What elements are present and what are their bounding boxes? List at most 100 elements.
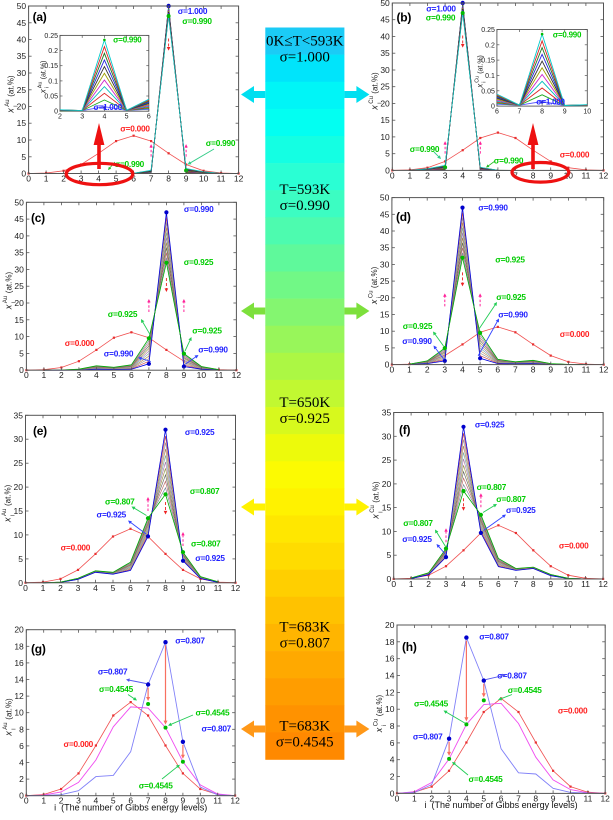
svg-text:20: 20 <box>14 298 24 308</box>
svg-text:40: 40 <box>17 35 27 45</box>
svg-text:0: 0 <box>24 796 29 806</box>
svg-text:15: 15 <box>14 506 24 516</box>
svg-text:σ=0.807: σ=0.807 <box>479 632 509 642</box>
svg-text:σ=0.000: σ=0.000 <box>558 705 588 715</box>
svg-text:7: 7 <box>146 796 151 806</box>
svg-text:25: 25 <box>14 458 24 468</box>
svg-text:5: 5 <box>386 550 391 560</box>
svg-text:i: i <box>377 297 383 298</box>
svg-text:15: 15 <box>14 315 24 325</box>
svg-text:9: 9 <box>548 579 553 589</box>
svg-text:9: 9 <box>551 793 556 803</box>
svg-text:σ=0.990: σ=0.990 <box>498 309 528 319</box>
svg-text:(at.%): (at.%) <box>375 695 384 717</box>
svg-text:σ=0.990: σ=0.990 <box>184 204 214 214</box>
svg-text:20: 20 <box>14 625 24 635</box>
svg-text:30: 30 <box>380 259 390 269</box>
svg-text:σ=0.990: σ=0.990 <box>113 36 142 45</box>
svg-text:3: 3 <box>76 583 81 593</box>
svg-text:12: 12 <box>231 583 241 593</box>
svg-text:11: 11 <box>214 370 223 380</box>
svg-text:10: 10 <box>385 704 395 714</box>
svg-text:(at.%): (at.%) <box>4 484 13 506</box>
svg-text:7: 7 <box>518 109 522 116</box>
svg-text:45: 45 <box>17 18 27 28</box>
svg-text:12: 12 <box>599 170 609 180</box>
svg-text:(c): (c) <box>31 211 45 225</box>
svg-text:9: 9 <box>181 796 186 806</box>
svg-text:12: 12 <box>232 370 242 380</box>
svg-text:Cu: Cu <box>368 290 374 298</box>
svg-text:6: 6 <box>495 109 499 116</box>
svg-text:10: 10 <box>380 132 390 142</box>
svg-text:50: 50 <box>380 193 390 203</box>
svg-text:10: 10 <box>566 793 576 803</box>
svg-text:0: 0 <box>19 365 24 375</box>
svg-text:(d): (d) <box>396 210 411 224</box>
svg-text:15: 15 <box>17 118 27 128</box>
svg-text:σ=0.000: σ=0.000 <box>560 150 590 160</box>
svg-text:7: 7 <box>149 174 154 184</box>
svg-text:9: 9 <box>182 370 187 380</box>
svg-text:30: 30 <box>380 65 390 75</box>
svg-text:35: 35 <box>380 48 390 58</box>
svg-text:5: 5 <box>21 152 26 162</box>
svg-text:4: 4 <box>460 365 465 375</box>
svg-text:8: 8 <box>164 370 169 380</box>
svg-text:20: 20 <box>17 102 27 112</box>
svg-text:9: 9 <box>548 170 553 180</box>
svg-text:0.1: 0.1 <box>485 73 495 80</box>
svg-text:6: 6 <box>147 114 151 121</box>
svg-text:x: x <box>3 731 13 737</box>
svg-text:i: i <box>481 82 487 83</box>
svg-text:σ=0.000: σ=0.000 <box>560 329 590 339</box>
svg-text:25: 25 <box>17 85 27 95</box>
svg-text:3: 3 <box>447 793 452 803</box>
svg-text:8: 8 <box>163 796 168 806</box>
svg-text:σ=0.807: σ=0.807 <box>477 482 507 492</box>
svg-text:0: 0 <box>18 578 23 588</box>
svg-text:10: 10 <box>196 796 206 806</box>
svg-text:5: 5 <box>125 114 129 121</box>
svg-text:6: 6 <box>390 738 395 748</box>
svg-text:(at.%): (at.%) <box>4 272 13 294</box>
svg-text:0.05: 0.05 <box>481 88 495 95</box>
svg-text:σ=0.000: σ=0.000 <box>61 543 91 553</box>
svg-text:4: 4 <box>390 755 395 765</box>
svg-text:5: 5 <box>481 793 486 803</box>
svg-text:Cu: Cu <box>474 76 480 83</box>
svg-text:x: x <box>371 514 381 520</box>
svg-text:σ=0.4545: σ=0.4545 <box>508 685 543 695</box>
svg-text:6: 6 <box>496 579 501 589</box>
svg-text:2: 2 <box>59 370 64 380</box>
svg-text:x: x <box>369 299 379 305</box>
svg-text:T=593K: T=593K <box>279 182 330 198</box>
svg-text:2: 2 <box>58 583 63 593</box>
svg-text:8: 8 <box>390 721 395 731</box>
svg-text:σ=0.990: σ=0.990 <box>206 138 236 148</box>
svg-text:σ=0.807: σ=0.807 <box>202 724 232 734</box>
svg-text:σ=0.000: σ=0.000 <box>559 541 589 551</box>
svg-text:5: 5 <box>112 370 117 380</box>
svg-text:σ=0.807: σ=0.807 <box>280 636 331 652</box>
svg-text:1: 1 <box>409 579 414 589</box>
svg-text:1: 1 <box>44 174 49 184</box>
svg-text:σ=0.990: σ=0.990 <box>198 344 228 354</box>
svg-text:11: 11 <box>581 170 590 180</box>
svg-text:4: 4 <box>93 583 98 593</box>
svg-text:σ=0.000: σ=0.000 <box>120 124 150 134</box>
svg-text:18: 18 <box>385 637 395 647</box>
svg-text:σ=0.807: σ=0.807 <box>403 518 433 528</box>
svg-text:6: 6 <box>128 796 133 806</box>
svg-text:i: i <box>11 302 17 303</box>
svg-text:(at.%): (at.%) <box>7 75 16 97</box>
svg-text:5: 5 <box>18 554 23 564</box>
svg-text:14: 14 <box>14 675 24 685</box>
svg-text:(a): (a) <box>33 10 47 24</box>
svg-text:35: 35 <box>382 408 392 418</box>
svg-text:4: 4 <box>102 114 106 121</box>
svg-text:2: 2 <box>61 174 66 184</box>
svg-text:20: 20 <box>380 98 390 108</box>
svg-text:σ=0.990: σ=0.990 <box>426 13 456 23</box>
svg-text:T=683K: T=683K <box>279 719 330 735</box>
